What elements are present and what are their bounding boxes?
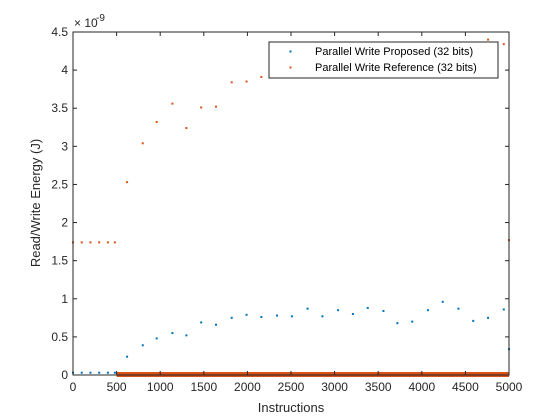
- data-point: [487, 316, 490, 319]
- data-point: [141, 142, 144, 145]
- x-tick-label: 5000: [496, 380, 523, 394]
- y-tick-label: 4.5: [51, 25, 68, 39]
- data-point: [396, 322, 399, 325]
- data-point: [80, 371, 83, 374]
- data-point: [215, 105, 218, 108]
- data-point: [113, 371, 116, 374]
- x-axis-label: Instructions: [258, 400, 325, 415]
- x-tick-label: 3500: [365, 380, 392, 394]
- legend-marker-reference: [289, 66, 292, 69]
- x-tick-label: 4000: [408, 380, 435, 394]
- x-tick-label: 0: [70, 380, 77, 394]
- data-point: [441, 300, 444, 303]
- data-point: [426, 309, 429, 312]
- data-point: [80, 241, 83, 244]
- data-point: [141, 344, 144, 347]
- y-tick-label: 2.5: [51, 177, 68, 191]
- data-point: [457, 307, 460, 310]
- y-tick-label: 3: [61, 139, 68, 153]
- data-point: [126, 181, 129, 184]
- data-point: [200, 321, 203, 324]
- x-tick-label: 1500: [190, 380, 217, 394]
- data-point: [502, 308, 505, 311]
- x-tick-label: 4500: [452, 380, 479, 394]
- data-point: [106, 371, 109, 374]
- x-tick-label: 500: [107, 380, 127, 394]
- data-point: [155, 120, 158, 123]
- data-point: [245, 80, 248, 83]
- legend-label-proposed: Parallel Write Proposed (32 bits): [315, 46, 473, 58]
- data-point: [185, 334, 188, 337]
- x-axis: 0 500 1000 1500 2000 2500 3000 3500 4000 4500 5000: [70, 32, 523, 394]
- data-point: [98, 371, 101, 374]
- x-tick-label: 3000: [321, 380, 348, 394]
- data-point: [155, 337, 158, 340]
- data-point: [98, 241, 101, 244]
- data-point: [321, 315, 324, 318]
- y-axis-exponent-base: × 10: [74, 16, 98, 30]
- x-tick-label: 2000: [234, 380, 261, 394]
- data-point: [502, 43, 505, 46]
- data-point: [106, 241, 109, 244]
- data-point: [230, 316, 233, 319]
- series-proposed: [72, 300, 510, 374]
- data-point: [171, 102, 174, 105]
- data-point: [200, 106, 203, 109]
- x-tick-label: 1000: [147, 380, 174, 394]
- y-tick-label: 2: [61, 216, 68, 230]
- y-tick-label: 1: [61, 292, 68, 306]
- axes-background: [73, 32, 509, 375]
- data-point: [89, 241, 92, 244]
- data-point: [260, 75, 263, 78]
- data-point: [290, 315, 293, 318]
- x-tick-label: 2500: [278, 380, 305, 394]
- data-point: [351, 313, 354, 316]
- data-point: [126, 355, 129, 358]
- y-axis-exponent: × 10 -9: [74, 13, 105, 30]
- legend-box: [268, 41, 499, 79]
- data-point: [230, 81, 233, 84]
- legend: Parallel Write Proposed (32 bits) Parall…: [268, 41, 499, 79]
- y-axis-label: Read/Write Energy (J): [28, 139, 43, 267]
- data-point: [215, 323, 218, 326]
- data-point: [382, 309, 385, 312]
- data-point: [306, 307, 309, 310]
- data-point: [487, 38, 490, 41]
- data-point: [89, 371, 92, 374]
- data-point: [472, 319, 475, 322]
- y-tick-label: 3.5: [51, 101, 68, 115]
- data-point: [260, 316, 263, 319]
- plot-area: [73, 32, 509, 375]
- data-point: [171, 332, 174, 335]
- legend-marker-proposed: [289, 50, 292, 53]
- y-tick-label: 4: [61, 63, 68, 77]
- data-point: [366, 306, 369, 309]
- legend-label-reference: Parallel Write Reference (32 bits): [315, 62, 477, 74]
- data-point: [276, 314, 279, 317]
- y-tick-label: 0: [61, 368, 68, 382]
- y-axis: 0 0.5 1 1.5 2 2.5 3 3.5 4 4.5: [51, 25, 509, 382]
- data-point: [185, 127, 188, 130]
- y-axis-exponent-power: -9: [96, 13, 105, 24]
- y-tick-label: 0.5: [51, 330, 68, 344]
- data-point: [113, 241, 116, 244]
- points-layer: [72, 38, 510, 374]
- data-point: [411, 320, 414, 323]
- data-point: [245, 313, 248, 316]
- y-tick-label: 1.5: [51, 254, 68, 268]
- data-point: [337, 309, 340, 312]
